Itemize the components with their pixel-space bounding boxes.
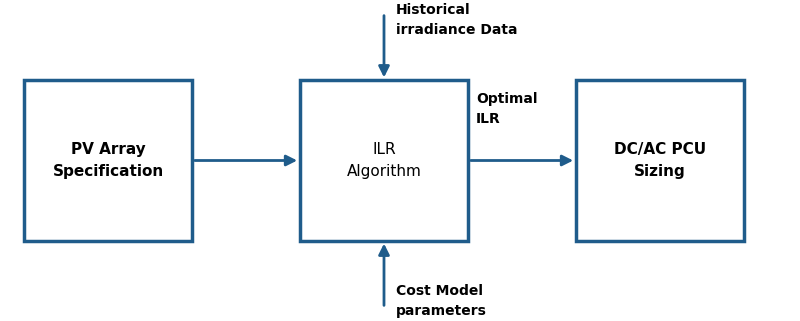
FancyBboxPatch shape xyxy=(24,80,192,241)
Text: Historical
irradiance Data: Historical irradiance Data xyxy=(396,3,518,37)
Text: Cost Model
parameters: Cost Model parameters xyxy=(396,284,487,318)
FancyBboxPatch shape xyxy=(300,80,468,241)
Text: PV Array
Specification: PV Array Specification xyxy=(52,142,164,179)
Text: DC/AC PCU
Sizing: DC/AC PCU Sizing xyxy=(614,142,706,179)
Text: ILR
Algorithm: ILR Algorithm xyxy=(346,142,422,179)
Text: Optimal
ILR: Optimal ILR xyxy=(476,92,538,126)
FancyBboxPatch shape xyxy=(576,80,744,241)
